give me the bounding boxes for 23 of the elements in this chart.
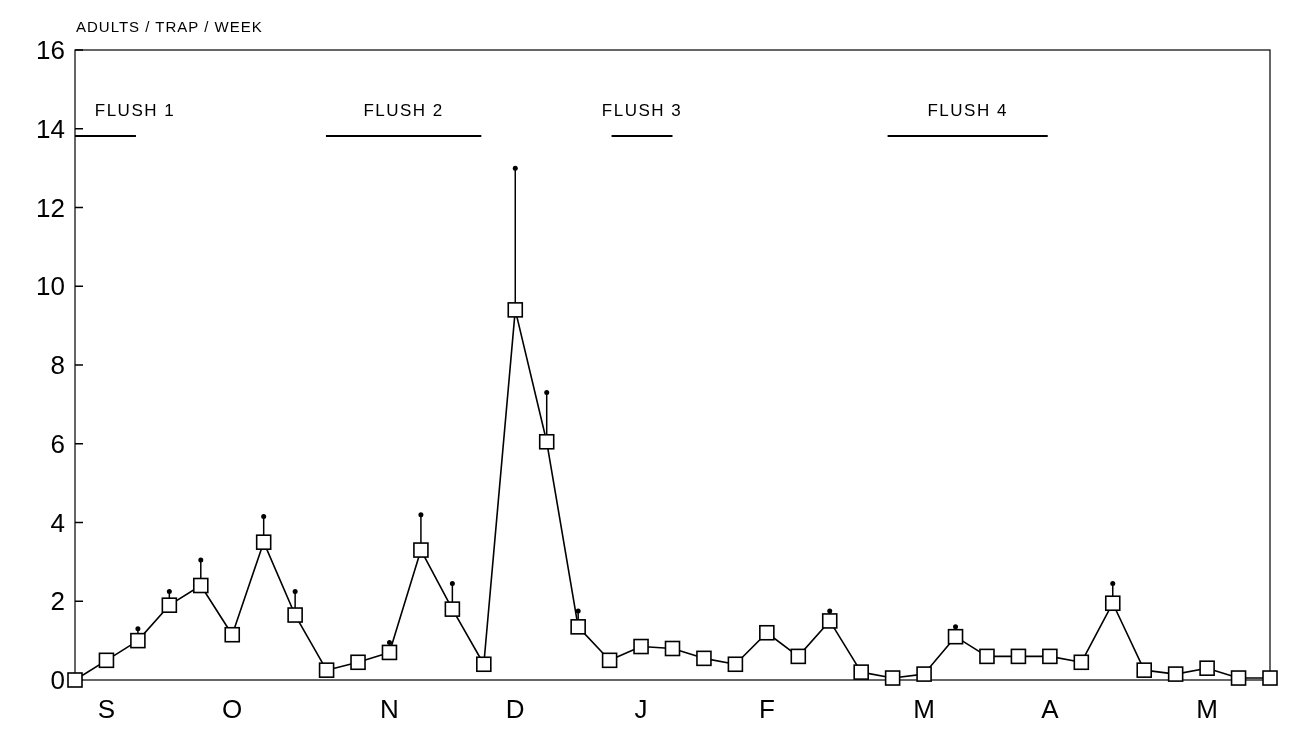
annotation: FLUSH 2 (363, 101, 444, 120)
y-tick-label: 10 (36, 271, 65, 302)
y-tick-label: 0 (50, 665, 65, 696)
y-axis-title: ADULTS / TRAP / WEEK (76, 18, 263, 35)
y-tick-label: 2 (50, 586, 65, 617)
y-tick-label: 16 (36, 35, 65, 66)
annotation: FLUSH 1 (94, 101, 176, 120)
x-tick-label: S (97, 694, 116, 724)
x-tick-label: O (222, 694, 243, 724)
x-tick-label: F (758, 694, 775, 724)
annotation: FLUSH 4 (927, 101, 1008, 120)
y-tick-label: 12 (36, 192, 65, 223)
x-tick-label: M (913, 694, 935, 724)
x-tick-label: M (1196, 694, 1218, 724)
x-tick-label: J (634, 694, 648, 724)
x-tick-label: D (505, 694, 525, 724)
x-tick-label: A (1041, 694, 1060, 724)
y-tick-label: 8 (50, 350, 65, 381)
annotation: FLUSH 3 (601, 101, 683, 120)
y-tick-label: 14 (36, 113, 65, 144)
y-tick-label: 6 (50, 428, 65, 459)
y-tick-label: 4 (50, 507, 65, 538)
x-tick-label: N (380, 694, 399, 724)
